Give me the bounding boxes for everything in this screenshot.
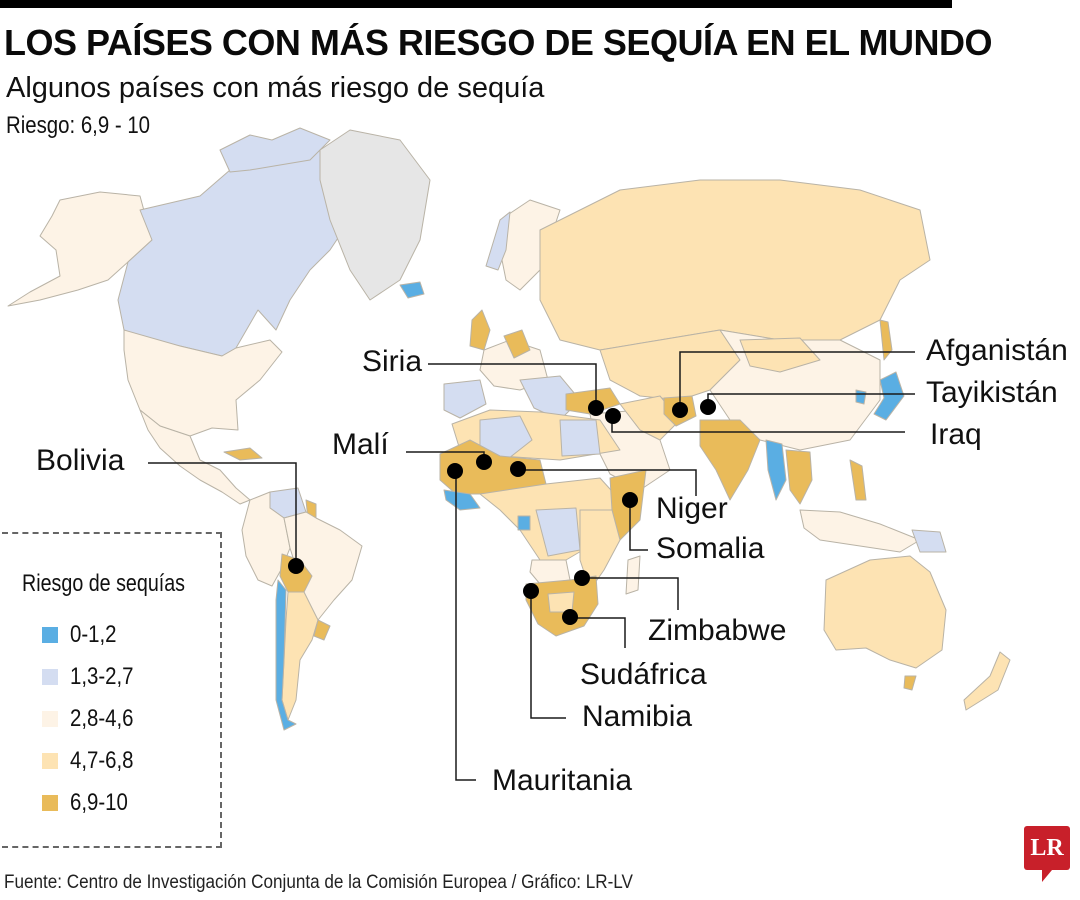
region-madagascar (625, 555, 641, 595)
source-credit: Fuente: Centro de Investigación Conjunta… (4, 872, 633, 893)
label-tayikistan: Tayikistán (926, 376, 1058, 409)
marker-somalia (622, 492, 638, 508)
region-greenland (319, 129, 431, 301)
region-se-asia (785, 449, 813, 505)
marker-namibia (523, 583, 539, 599)
region-russia (539, 179, 931, 351)
region-east-africa (579, 509, 621, 591)
region-sakhalin (879, 319, 893, 361)
legend-swatch-low (42, 669, 58, 685)
label-niger: Niger (656, 492, 728, 525)
region-canada (117, 149, 351, 357)
lr-logo: LR (1024, 826, 1070, 882)
legend-item-0: 0-1,2 (42, 620, 125, 650)
risk-filter-caption: Riesgo: 6,9 - 10 (6, 112, 151, 139)
region-argentina (281, 591, 319, 721)
region-uk (469, 309, 491, 351)
leader-namibia (530, 592, 566, 719)
leader-zimbabwe (582, 577, 679, 610)
legend-label: 2,8-4,6 (70, 705, 134, 732)
legend: Riesgo de sequías 0-1,2 1,3-2,7 2,8-4,6 … (2, 532, 222, 848)
legend-swatch-very-low (42, 627, 58, 643)
region-papua (911, 529, 947, 553)
marker-bolivia (288, 558, 304, 574)
marker-afganistan (672, 402, 688, 418)
legend-item-2: 2,8-4,6 (42, 704, 145, 734)
marker-tayikistan (700, 399, 716, 415)
marker-iraq (605, 408, 621, 424)
label-namibia: Namibia (582, 700, 693, 733)
marker-niger (510, 461, 526, 477)
label-sudafrica: Sudáfrica (580, 658, 707, 691)
label-afganistan: Afganistán (926, 334, 1068, 367)
label-iraq: Iraq (930, 418, 982, 451)
region-australia (823, 555, 947, 669)
region-indonesia (799, 509, 921, 553)
region-germany (503, 329, 531, 359)
region-japan (873, 371, 905, 421)
legend-label: 4,7-6,8 (70, 747, 134, 774)
region-botswana (547, 591, 575, 613)
region-iceland (399, 281, 425, 299)
legend-item-3: 4,7-6,8 (42, 746, 145, 776)
label-zimbabwe: Zimbabwe (648, 614, 787, 647)
marker-zimbabwe (574, 570, 590, 586)
leader-niger (518, 469, 697, 496)
region-korea (855, 389, 867, 405)
region-uruguay (313, 619, 331, 641)
leader-siria (428, 363, 597, 406)
marker-mauritania (447, 463, 463, 479)
region-mongolia (739, 337, 821, 373)
region-new-zealand (963, 651, 1011, 711)
marker-siria (588, 400, 604, 416)
region-iberia (443, 379, 487, 419)
legend-label: 6,9-10 (70, 789, 128, 816)
legend-item-1: 1,3-2,7 (42, 662, 145, 692)
leader-bolivia (148, 462, 297, 566)
region-chile (275, 579, 297, 731)
legend-item-4: 6,9-10 (42, 788, 138, 818)
region-egypt (559, 419, 601, 457)
region-gabon (517, 515, 531, 531)
legend-title: Riesgo de sequías (22, 570, 186, 597)
marker-mali (476, 454, 492, 470)
region-norway (485, 211, 511, 271)
region-philippines (849, 459, 867, 501)
leader-somalia (629, 502, 648, 551)
legend-label: 1,3-2,7 (70, 663, 134, 690)
page-title: LOS PAÍSES CON MÁS RIESGO DE SEQUÍA EN E… (4, 22, 992, 63)
label-siria: Siria (362, 345, 423, 378)
region-west-africa-coast (443, 489, 481, 511)
region-india (699, 419, 761, 501)
legend-swatch-very-high (42, 795, 58, 811)
label-mali: Malí (332, 428, 389, 461)
region-mexico (139, 409, 251, 505)
leader-mauritania (455, 470, 476, 781)
region-myanmar (765, 439, 787, 501)
leader-sudafrica (570, 617, 626, 648)
label-bolivia: Bolivia (36, 444, 125, 477)
legend-label: 0-1,2 (70, 621, 117, 648)
region-tasmania (903, 675, 917, 691)
marker-sudafrica (562, 609, 578, 625)
leader-afganistan (679, 351, 915, 408)
legend-swatch-high (42, 753, 58, 769)
top-rule (0, 0, 952, 8)
region-usa (123, 329, 283, 437)
legend-swatch-medium (42, 711, 58, 727)
label-somalia: Somalia (656, 532, 765, 565)
label-mauritania: Mauritania (492, 764, 633, 797)
region-cuba (223, 447, 263, 461)
page-subtitle: Algunos países con más riesgo de sequía (6, 72, 545, 104)
